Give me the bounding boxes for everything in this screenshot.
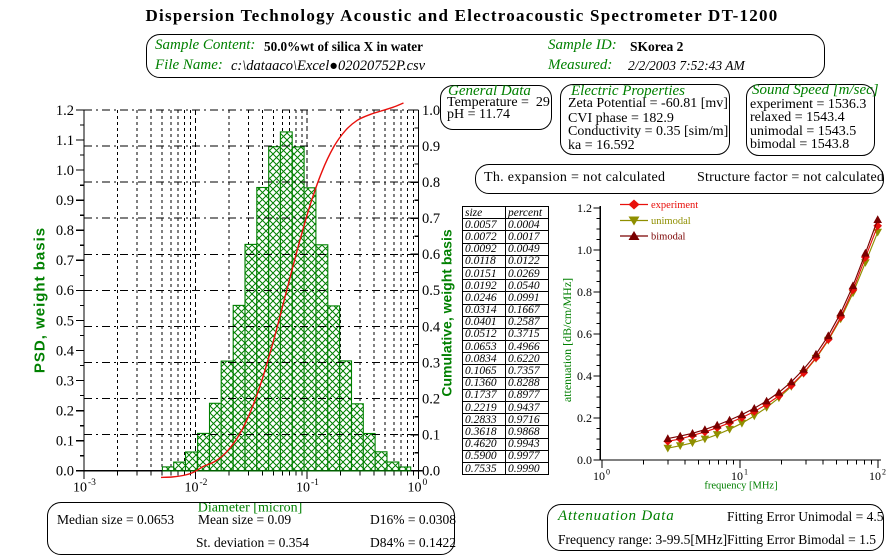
svg-text:0.4: 0.4 xyxy=(56,343,75,359)
svg-text:1.2: 1.2 xyxy=(577,201,592,215)
svg-text:0.2: 0.2 xyxy=(422,391,440,407)
svg-text:Cumulative, weight basis: Cumulative, weight basis xyxy=(439,229,455,396)
svg-text:attenuation [dB/cm/MHz]: attenuation [dB/cm/MHz] xyxy=(560,278,574,402)
svg-text:-1: -1 xyxy=(311,478,319,488)
svg-text:1.1: 1.1 xyxy=(56,133,74,149)
svg-text:10: 10 xyxy=(593,469,605,483)
svg-text:2: 2 xyxy=(882,468,886,477)
svg-text:1: 1 xyxy=(744,468,748,477)
svg-text:PSD, weight basis: PSD, weight basis xyxy=(32,227,49,373)
svg-text:0: 0 xyxy=(423,478,428,488)
svg-text:0.2: 0.2 xyxy=(577,411,592,425)
svg-text:0.0: 0.0 xyxy=(56,464,74,480)
svg-text:0.0: 0.0 xyxy=(577,453,592,467)
svg-text:10: 10 xyxy=(73,480,87,495)
svg-text:0.9: 0.9 xyxy=(56,193,74,209)
svg-text:10: 10 xyxy=(869,469,881,483)
svg-text:-3: -3 xyxy=(88,478,96,488)
svg-text:0.5: 0.5 xyxy=(56,313,74,329)
svg-text:1.0: 1.0 xyxy=(56,163,74,179)
svg-text:-2: -2 xyxy=(200,478,208,488)
svg-text:10: 10 xyxy=(408,480,422,495)
svg-text:10: 10 xyxy=(731,469,743,483)
svg-text:0.1: 0.1 xyxy=(422,428,440,444)
svg-text:0.3: 0.3 xyxy=(56,373,74,389)
svg-text:0.0: 0.0 xyxy=(422,464,440,480)
svg-text:0.6: 0.6 xyxy=(422,247,440,263)
svg-text:0.3: 0.3 xyxy=(422,355,440,371)
svg-text:0.8: 0.8 xyxy=(577,285,592,299)
svg-text:0.5: 0.5 xyxy=(422,283,440,299)
svg-text:1.0: 1.0 xyxy=(577,243,592,257)
svg-text:0.8: 0.8 xyxy=(422,175,440,191)
svg-text:1.2: 1.2 xyxy=(56,103,74,119)
svg-text:experiment: experiment xyxy=(651,200,698,211)
svg-text:0.4: 0.4 xyxy=(577,369,592,383)
svg-text:unimodal: unimodal xyxy=(651,216,691,227)
svg-text:10: 10 xyxy=(185,480,199,495)
svg-text:Diameter [micron]: Diameter [micron] xyxy=(198,501,303,516)
svg-text:0.7: 0.7 xyxy=(422,211,440,227)
svg-text:0.1: 0.1 xyxy=(56,434,74,450)
svg-text:10: 10 xyxy=(296,480,310,495)
svg-text:frequency [MHz]: frequency [MHz] xyxy=(704,481,777,492)
svg-text:bimodal: bimodal xyxy=(651,232,685,243)
svg-text:0.8: 0.8 xyxy=(56,223,74,239)
svg-text:0.4: 0.4 xyxy=(422,319,441,335)
svg-text:0.7: 0.7 xyxy=(56,253,74,269)
svg-text:0.6: 0.6 xyxy=(56,283,74,299)
svg-text:0: 0 xyxy=(606,468,610,477)
svg-text:1.0: 1.0 xyxy=(422,103,440,119)
svg-text:0.6: 0.6 xyxy=(577,327,592,341)
svg-text:0.9: 0.9 xyxy=(422,139,440,155)
svg-text:0.2: 0.2 xyxy=(56,404,74,420)
